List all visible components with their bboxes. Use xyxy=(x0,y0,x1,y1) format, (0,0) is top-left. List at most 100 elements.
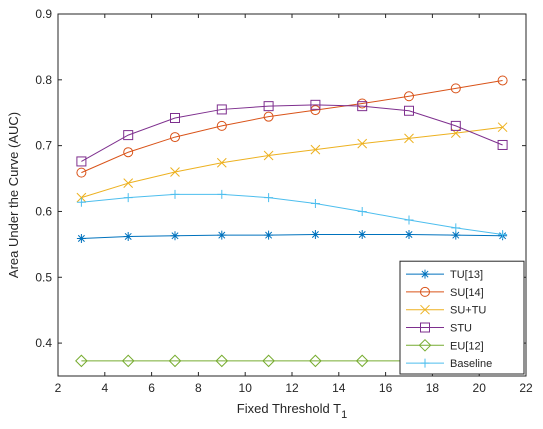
legend-entry-tu-13: TU[13] xyxy=(406,269,483,281)
legend-entry-su-tu: SU+TU xyxy=(406,305,486,317)
circle-marker xyxy=(216,120,227,131)
y-axis-label: Area Under the Curve (AUC) xyxy=(6,112,21,278)
legend-entry-eu-12: EU[12] xyxy=(406,338,484,352)
series-layer xyxy=(75,75,509,368)
plus-marker xyxy=(451,223,461,233)
legend-label: Baseline xyxy=(450,358,492,370)
circle-marker xyxy=(497,75,508,86)
legend-label: SU[14] xyxy=(450,287,484,299)
x-tick-label: 10 xyxy=(239,381,253,395)
plus-marker xyxy=(498,229,508,239)
asterisk-marker xyxy=(310,229,320,239)
legend-entry-su-14: SU[14] xyxy=(406,286,484,299)
legend-label: TU[13] xyxy=(450,269,483,281)
x-axis-label: Fixed Threshold T1 xyxy=(237,401,347,421)
diamond-marker xyxy=(262,354,275,368)
x-tick-label: 20 xyxy=(473,381,487,395)
y-tick-label: 0.9 xyxy=(35,7,52,21)
plus-marker xyxy=(404,215,414,225)
x-tick-label: 4 xyxy=(101,381,108,395)
asterisk-marker xyxy=(264,230,274,240)
x-tick-label: 18 xyxy=(426,381,440,395)
legend-label: EU[12] xyxy=(450,340,484,352)
series-baseline xyxy=(76,189,508,239)
asterisk-marker xyxy=(76,233,86,243)
square-marker xyxy=(497,139,508,150)
axis-ticks: 2 4 6 8 10 12 14 16 18 20 22 0.4 0.5 0.6 0.7 0.8 0.9 xyxy=(35,7,533,395)
diamond-marker xyxy=(121,354,135,368)
x-tick-label: 8 xyxy=(195,381,202,395)
series-line xyxy=(81,193,503,235)
asterisk-marker xyxy=(404,229,414,239)
series-tu-13 xyxy=(76,229,508,243)
x-axis-label-main: Fixed Threshold T xyxy=(237,401,341,416)
cross-marker xyxy=(310,144,321,155)
cross-marker xyxy=(216,157,227,168)
series-line xyxy=(81,79,503,174)
x-tick-label: 12 xyxy=(285,381,299,395)
plus-marker xyxy=(123,193,133,203)
series-line xyxy=(81,126,503,199)
circle-marker xyxy=(263,111,274,122)
plus-marker xyxy=(76,197,86,207)
cross-marker xyxy=(123,178,134,189)
legend-label: SU+TU xyxy=(450,305,486,317)
x-tick-label: 14 xyxy=(332,381,346,395)
y-tick-label: 0.8 xyxy=(35,73,52,87)
square-marker xyxy=(420,322,430,333)
y-tick-label: 0.7 xyxy=(35,139,52,153)
plus-marker xyxy=(264,193,274,203)
series-stu xyxy=(76,99,508,167)
square-marker xyxy=(263,101,274,112)
cross-marker xyxy=(357,138,368,149)
legend: TU[13] SU[14] SU+TU STU EU[12] Baseline xyxy=(399,260,525,375)
legend-label: STU xyxy=(450,323,472,335)
asterisk-marker xyxy=(451,230,461,240)
asterisk-marker xyxy=(420,269,430,279)
legend-box xyxy=(399,260,525,375)
square-marker xyxy=(357,101,368,112)
diamond-marker xyxy=(215,354,229,368)
square-marker xyxy=(450,120,461,131)
y-tick-label: 0.5 xyxy=(35,270,52,284)
circle-marker xyxy=(404,91,414,102)
cross-marker xyxy=(420,304,430,315)
square-marker xyxy=(216,104,227,115)
x-tick-label: 2 xyxy=(55,381,62,395)
circle-marker xyxy=(310,105,321,116)
circle-marker xyxy=(450,83,461,94)
plus-marker xyxy=(310,199,320,209)
cross-marker xyxy=(263,150,274,161)
plus-marker xyxy=(357,206,367,216)
cross-marker xyxy=(404,133,414,144)
square-marker xyxy=(170,112,180,123)
x-tick-label: 6 xyxy=(148,381,155,395)
legend-entry-baseline: Baseline xyxy=(406,358,492,370)
series-su-14 xyxy=(76,75,508,178)
asterisk-marker xyxy=(170,231,180,241)
asterisk-marker xyxy=(217,230,227,240)
circle-marker xyxy=(170,132,180,143)
diamond-marker xyxy=(355,354,369,368)
series-line xyxy=(81,104,503,162)
cross-marker xyxy=(170,167,180,177)
legend-entry-stu: STU xyxy=(406,322,472,335)
y-tick-label: 0.4 xyxy=(35,336,52,350)
plus-marker xyxy=(170,189,180,199)
circle-marker xyxy=(420,286,430,297)
circle-marker xyxy=(123,147,134,158)
circle-marker xyxy=(76,167,87,178)
asterisk-marker xyxy=(123,231,133,241)
x-tick-label: 22 xyxy=(519,381,533,395)
series-line xyxy=(81,233,503,239)
diamond-marker xyxy=(418,338,432,352)
x-axis-label-subscript: 1 xyxy=(341,409,347,421)
square-marker xyxy=(76,156,87,167)
square-marker xyxy=(310,99,321,110)
diamond-marker xyxy=(75,354,88,368)
plus-marker xyxy=(217,189,227,199)
y-tick-label: 0.6 xyxy=(35,204,52,218)
cross-marker xyxy=(497,122,508,133)
square-marker xyxy=(404,105,414,116)
